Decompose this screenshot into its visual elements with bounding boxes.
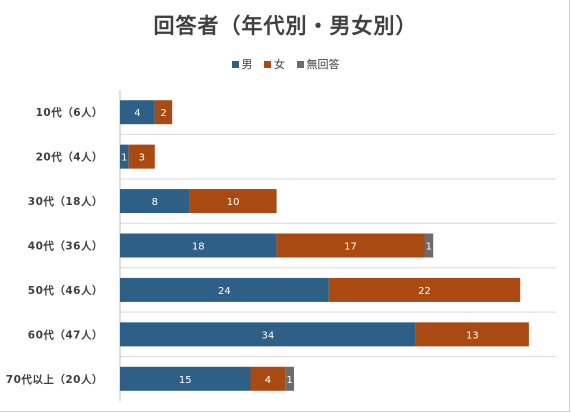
data-label: 15 bbox=[179, 375, 192, 386]
legend-item-female: 女 bbox=[264, 56, 285, 72]
chart-title: 回答者（年代別・男女別） bbox=[153, 14, 418, 38]
category-label: 50代（46人） bbox=[28, 284, 103, 297]
data-label: 3 bbox=[139, 153, 145, 164]
data-label: 13 bbox=[466, 330, 479, 341]
bar-segment-female bbox=[328, 277, 521, 302]
data-label: 2 bbox=[160, 108, 166, 119]
bar-segment-male bbox=[120, 366, 251, 391]
chart-legend: 男 女 無回答 bbox=[0, 56, 571, 72]
data-label: 1 bbox=[286, 375, 292, 386]
category-label: 30代（18人） bbox=[28, 195, 103, 208]
bar-segment-male bbox=[120, 233, 277, 258]
data-label: 34 bbox=[262, 330, 275, 341]
data-label: 4 bbox=[134, 108, 140, 119]
legend-label-no-answer: 無回答 bbox=[306, 58, 340, 71]
category-label: 60代（47人） bbox=[28, 328, 103, 341]
bar-segment-male bbox=[120, 322, 416, 347]
bar-segment-female bbox=[276, 233, 425, 258]
legend-swatch-female bbox=[264, 60, 271, 68]
legend-swatch-male bbox=[231, 60, 239, 68]
bar-segment-male bbox=[120, 144, 129, 169]
data-label: 24 bbox=[218, 286, 231, 297]
bar-segment-no-answer bbox=[285, 366, 294, 391]
bar-segment-female bbox=[154, 100, 173, 125]
bar-segment-male bbox=[120, 100, 155, 125]
data-label: 22 bbox=[418, 286, 431, 297]
legend-label-female: 女 bbox=[274, 58, 285, 71]
legend-label-male: 男 bbox=[241, 58, 253, 71]
data-label: 18 bbox=[192, 242, 205, 253]
data-label: 4 bbox=[265, 375, 271, 386]
data-label: 10 bbox=[227, 197, 240, 208]
category-label: 70代以上（20人） bbox=[6, 373, 103, 386]
category-label: 40代（36人） bbox=[28, 240, 103, 253]
data-label: 1 bbox=[121, 153, 127, 164]
bar-segment-female bbox=[250, 366, 286, 391]
legend-item-male: 男 bbox=[231, 56, 253, 72]
legend-swatch-no-answer bbox=[296, 60, 304, 68]
legend-item-no-answer: 無回答 bbox=[296, 56, 340, 72]
bar-segment-female bbox=[415, 322, 529, 347]
data-label: 17 bbox=[344, 242, 357, 253]
category-label: 10代（6人） bbox=[36, 106, 103, 119]
data-label: 1 bbox=[426, 242, 432, 253]
category-label: 20代（4人） bbox=[36, 151, 103, 164]
bar-segment-male bbox=[120, 189, 190, 214]
bar-segment-male bbox=[120, 277, 329, 302]
data-label: 8 bbox=[152, 197, 158, 208]
bar-segment-female bbox=[128, 144, 155, 169]
bar-segment-female bbox=[189, 189, 277, 214]
bar-segment-no-answer bbox=[424, 233, 434, 258]
